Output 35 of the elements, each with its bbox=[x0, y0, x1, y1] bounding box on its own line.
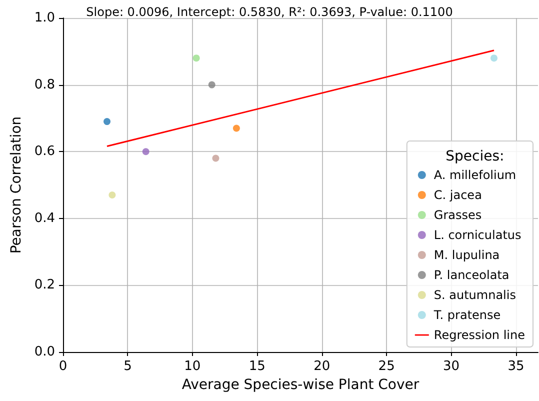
legend-label: C. jacea bbox=[434, 188, 482, 202]
legend-title: Species: bbox=[446, 148, 504, 164]
point bbox=[142, 148, 150, 156]
legend-label: Grasses bbox=[434, 208, 482, 222]
legend-label: P. lanceolata bbox=[434, 268, 510, 282]
y-tick-label: 1.0 bbox=[34, 10, 55, 26]
x-tick-label: 15 bbox=[248, 359, 266, 374]
point bbox=[192, 54, 200, 62]
y-tick-label: 0.2 bbox=[34, 278, 55, 293]
point bbox=[232, 124, 240, 132]
y-axis-title: Pearson Correlation bbox=[8, 116, 24, 254]
legend-label: T. pratense bbox=[432, 308, 501, 322]
legend-label: M. lupulina bbox=[434, 248, 500, 262]
y-tick-label: 0.0 bbox=[34, 344, 55, 360]
legend-label: Regression line bbox=[434, 328, 525, 342]
legend-label: A. millefolium bbox=[434, 168, 516, 182]
y-tick-label: 0.6 bbox=[34, 144, 55, 160]
point bbox=[104, 118, 111, 126]
x-tick-label: 10 bbox=[184, 359, 201, 374]
legend-label: S. autumnalis bbox=[434, 288, 516, 302]
x-axis-title: Average Species-wise Plant Cover bbox=[182, 377, 420, 393]
x-tick-label: 25 bbox=[378, 359, 395, 374]
legend-label: L. corniculatus bbox=[434, 228, 522, 242]
point bbox=[208, 81, 216, 88]
x-tick-label: 20 bbox=[314, 359, 330, 374]
y-tick-label: 0.4 bbox=[34, 210, 55, 226]
chart-title: Slope: 0.0096, Intercept: 0.5830, R²: 0.3693, P-value: 0.1100 bbox=[86, 5, 453, 19]
point bbox=[490, 54, 498, 62]
y-tick-label: 0.8 bbox=[34, 77, 55, 92]
x-tick-label: 35 bbox=[508, 359, 524, 374]
point bbox=[212, 154, 220, 162]
x-tick-label: 5 bbox=[124, 359, 132, 374]
x-tick-label: 30 bbox=[443, 359, 460, 374]
point bbox=[108, 192, 116, 199]
x-tick-label: 0 bbox=[58, 359, 68, 374]
